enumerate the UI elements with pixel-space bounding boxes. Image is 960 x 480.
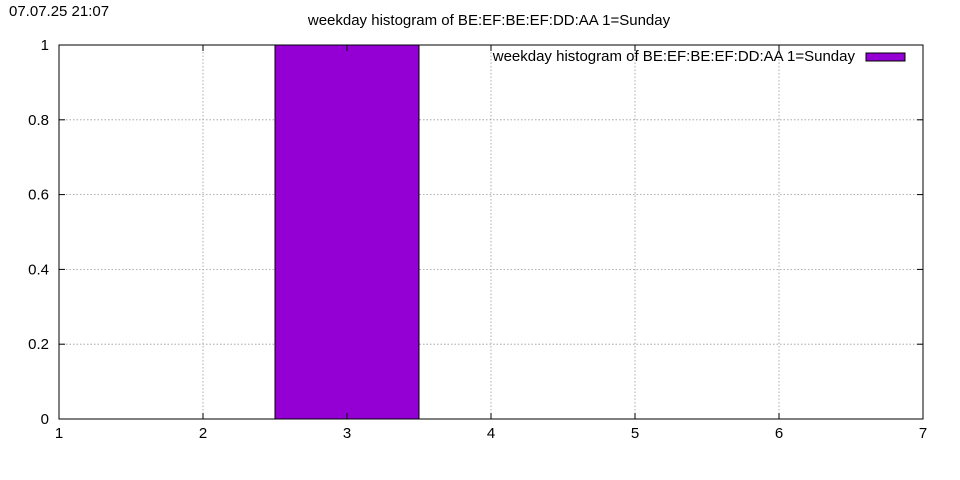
legend-swatch: [865, 52, 906, 62]
y-tick-label: 0.6: [28, 187, 49, 204]
histogram-bar: [274, 44, 420, 420]
x-tick-label: 7: [919, 425, 927, 442]
legend: weekday histogram of BE:EF:BE:EF:DD:AA 1…: [492, 48, 906, 65]
y-tick-label: 0: [41, 411, 49, 428]
x-tick-label: 5: [631, 425, 639, 442]
x-tick-label: 2: [199, 425, 207, 442]
y-tick-label: 0.2: [28, 336, 49, 353]
chart-title: weekday histogram of BE:EF:BE:EF:DD:AA 1…: [307, 12, 671, 29]
x-tick-label: 1: [55, 425, 63, 442]
y-tick-label: 0.8: [28, 112, 49, 129]
y-tick-label: 0.4: [28, 261, 49, 278]
y-tick-label: 1: [41, 37, 49, 54]
x-tick-label: 4: [487, 425, 495, 442]
timestamp: 07.07.25 21:07: [9, 3, 110, 20]
x-tick-label: 6: [775, 425, 783, 442]
x-tick-label: 3: [343, 425, 351, 442]
legend-label: weekday histogram of BE:EF:BE:EF:DD:AA 1…: [492, 48, 856, 65]
